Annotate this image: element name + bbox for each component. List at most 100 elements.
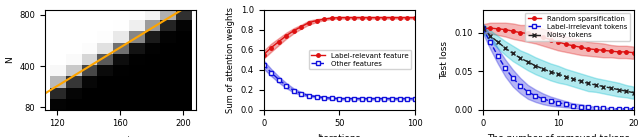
Other features (260, 64, 268, 65)
Random sparsification (600, 50, 607, 51)
X-axis label: $rs_o^{-d}$: $rs_o^{-d}$ (110, 134, 131, 137)
Y-axis label: Sum of attention weights: Sum of attention weights (226, 7, 235, 113)
Random sparsification (622, 51, 630, 53)
Other features (298, 93, 305, 94)
Noisy tokens (600, 86, 607, 87)
Label-relevant feature (335, 17, 343, 18)
Random sparsification (486, 27, 494, 29)
Label-irrelevant tokens (622, 108, 630, 110)
Noisy tokens (509, 53, 516, 54)
Other features (290, 90, 298, 91)
Other features (403, 98, 411, 99)
Random sparsification (479, 28, 486, 30)
Random sparsification (539, 36, 547, 38)
Label-irrelevant tokens (570, 105, 577, 107)
Label-relevant feature (268, 47, 275, 48)
Label-irrelevant tokens (600, 107, 607, 109)
Label-relevant feature (328, 17, 335, 19)
Random sparsification (592, 49, 600, 50)
Label-relevant feature (396, 17, 403, 18)
Random sparsification (494, 28, 502, 30)
Noisy tokens (554, 73, 562, 75)
Random sparsification (570, 45, 577, 47)
Other features (305, 95, 313, 96)
Random sparsification (501, 29, 509, 30)
Label-irrelevant tokens (577, 106, 584, 107)
Label-relevant feature (381, 17, 388, 18)
Label-irrelevant tokens (486, 41, 494, 43)
Other features (381, 98, 388, 99)
Noisy tokens (539, 68, 547, 70)
Label-irrelevant tokens (539, 98, 547, 100)
Random sparsification (547, 39, 554, 40)
Legend: Random sparsification, Label-irrelevant tokens, Noisy tokens: Random sparsification, Label-irrelevant … (525, 13, 630, 41)
Random sparsification (532, 34, 540, 36)
Label-relevant feature (305, 22, 313, 23)
Label-relevant feature (275, 41, 283, 42)
Label-relevant feature (282, 35, 290, 36)
Label-relevant feature (351, 17, 358, 18)
Other features (328, 97, 335, 99)
Other features (373, 98, 381, 99)
Label-irrelevant tokens (516, 85, 524, 87)
Random sparsification (524, 33, 532, 34)
Noisy tokens (494, 41, 502, 43)
Noisy tokens (501, 47, 509, 49)
Label-relevant feature (260, 54, 268, 55)
Random sparsification (509, 30, 516, 32)
Noisy tokens (486, 35, 494, 37)
Label-irrelevant tokens (562, 103, 570, 105)
Noisy tokens (592, 84, 600, 86)
Random sparsification (614, 51, 622, 53)
Label-relevant feature (298, 26, 305, 27)
Noisy tokens (524, 61, 532, 63)
Other features (313, 96, 321, 97)
Random sparsification (577, 46, 584, 48)
Label-irrelevant tokens (494, 55, 502, 57)
Label-irrelevant tokens (547, 100, 554, 102)
Label-relevant feature (313, 20, 321, 21)
Noisy tokens (516, 57, 524, 59)
Label-relevant feature (373, 17, 381, 18)
Y-axis label: N: N (4, 56, 13, 63)
Other features (282, 85, 290, 86)
X-axis label: The number of removed tokens: The number of removed tokens (487, 134, 629, 137)
Noisy tokens (547, 71, 554, 73)
Legend: Label-relevant feature, Other features: Label-relevant feature, Other features (308, 50, 412, 69)
Other features (275, 79, 283, 80)
Label-relevant feature (411, 17, 419, 18)
Line: Label-relevant feature: Label-relevant feature (262, 16, 417, 56)
Y-axis label: Test loss: Test loss (440, 41, 449, 79)
Label-relevant feature (343, 17, 351, 18)
Other features (351, 98, 358, 99)
Label-irrelevant tokens (614, 108, 622, 110)
Noisy tokens (562, 76, 570, 77)
Random sparsification (607, 50, 615, 52)
Noisy tokens (532, 65, 540, 67)
Label-irrelevant tokens (554, 102, 562, 103)
Other features (320, 97, 328, 98)
Random sparsification (630, 52, 637, 53)
X-axis label: Iterations: Iterations (317, 134, 361, 137)
Label-relevant feature (320, 18, 328, 20)
Other features (335, 98, 343, 99)
Random sparsification (516, 32, 524, 33)
Other features (411, 98, 419, 99)
Noisy tokens (570, 78, 577, 80)
Label-relevant feature (388, 17, 396, 18)
Label-irrelevant tokens (524, 91, 532, 93)
Random sparsification (584, 48, 592, 50)
Line: Label-irrelevant tokens: Label-irrelevant tokens (481, 26, 636, 111)
Label-irrelevant tokens (630, 108, 637, 110)
Line: Noisy tokens: Noisy tokens (481, 26, 636, 95)
Random sparsification (562, 43, 570, 45)
Other features (358, 98, 365, 99)
Other features (365, 98, 373, 99)
Random sparsification (554, 41, 562, 43)
Label-relevant feature (403, 17, 411, 18)
Line: Random sparsification: Random sparsification (481, 26, 636, 54)
Other features (268, 72, 275, 73)
Label-irrelevant tokens (479, 27, 486, 29)
Noisy tokens (614, 89, 622, 90)
Label-irrelevant tokens (532, 95, 540, 97)
